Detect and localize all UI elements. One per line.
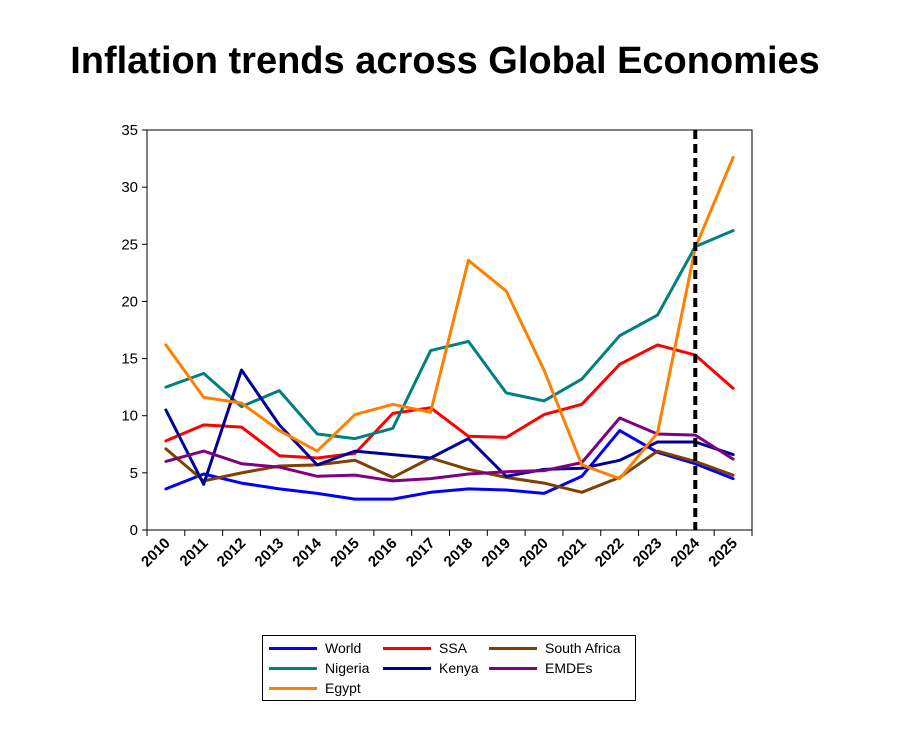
series-line-ssa (164, 343, 735, 460)
legend-label: South Africa (545, 640, 621, 656)
series-lines (164, 155, 735, 501)
x-tick-label: 2022 (592, 535, 628, 571)
plot-frame (146, 129, 753, 531)
x-tick-label: 2024 (667, 534, 703, 570)
legend-item-egypt: Egypt (269, 679, 361, 697)
x-tick-label: 2016 (365, 535, 401, 571)
legend-item-emdes: EMDEs (489, 659, 592, 677)
y-tick-label: 20 (121, 293, 138, 310)
x-tick-label: 2023 (630, 535, 666, 571)
chart-title: Inflation trends across Global Economies (70, 40, 820, 82)
legend-label: Nigeria (325, 660, 370, 676)
x-tick-label: 2018 (441, 535, 477, 571)
legend-label: World (325, 640, 362, 656)
x-tick-label: 2019 (478, 535, 514, 571)
y-tick-label: 5 (130, 465, 138, 482)
series-line-emdes (164, 416, 735, 483)
legend-swatch (269, 666, 317, 670)
series-line-world (164, 429, 735, 501)
x-tick-label: 2020 (516, 535, 552, 571)
legend-swatch (269, 646, 317, 650)
x-tick-label: 2010 (138, 535, 174, 571)
series-line-egypt (164, 155, 735, 481)
y-tick-label: 35 (121, 122, 138, 139)
legend-label: Kenya (439, 660, 479, 676)
legend-item-nigeria: Nigeria (269, 659, 369, 677)
legend-item-ssa: SSA (383, 639, 467, 657)
x-tick-label: 2025 (705, 535, 741, 571)
x-tick-label: 2014 (289, 534, 325, 570)
legend-label: EMDEs (545, 660, 593, 676)
x-tick-label: 2015 (327, 535, 363, 571)
legend: World SSA South Africa Nigeria Kenya EMDEs Egy… (262, 635, 636, 701)
legend-item-world: World (269, 639, 361, 657)
legend-swatch (489, 646, 537, 650)
y-tick-label: 15 (121, 351, 138, 368)
x-axis: 2010 2011 2012 2013 2014 2015 2016 2017 2018 2019… (138, 530, 753, 571)
x-tick-label: 2011 (177, 535, 212, 570)
x-tick-label: 2012 (214, 535, 250, 571)
y-tick-label: 10 (121, 408, 138, 425)
series-line-kenya (164, 368, 735, 486)
legend-item-south-africa: South Africa (489, 639, 621, 657)
legend-item-kenya: Kenya (383, 659, 479, 677)
y-tick-label: 25 (121, 236, 138, 253)
legend-swatch (489, 666, 537, 670)
y-axis: 0 5 10 15 20 25 30 35 (121, 122, 147, 539)
plot-border (146, 129, 753, 531)
legend-label: Egypt (325, 680, 361, 696)
y-tick-label: 30 (121, 179, 138, 196)
x-tick-label: 2021 (554, 535, 590, 571)
y-tick-label: 0 (130, 522, 138, 539)
legend-swatch (383, 666, 431, 670)
legend-swatch (269, 686, 317, 690)
legend-swatch (383, 646, 431, 650)
x-tick-label: 2013 (252, 535, 288, 571)
x-tick-label: 2017 (403, 535, 439, 571)
legend-label: SSA (439, 640, 468, 656)
series-line-south-africa (164, 447, 735, 494)
